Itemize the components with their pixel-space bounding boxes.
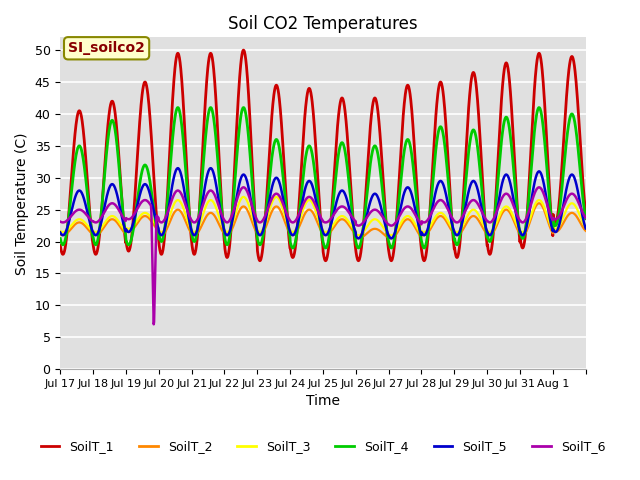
SoilT_3 (139, 211, 147, 216)
SoilT_3 (273, 194, 280, 200)
SoilT_3 (582, 224, 589, 230)
SoilT_3 (524, 221, 532, 227)
SoilT_1 (582, 209, 589, 215)
SoilT_4 (576, 161, 584, 167)
SoilT_2 (582, 228, 589, 234)
SoilT_4 (420, 245, 428, 251)
SoilT_6 (582, 215, 589, 220)
SoilT_2 (309, 210, 317, 216)
SoilT_2 (56, 231, 64, 237)
SoilT_4 (309, 155, 317, 161)
SoilT_1 (239, 47, 247, 53)
SoilT_2 (535, 200, 543, 206)
SoilT_2 (524, 225, 532, 231)
SoilT_2 (387, 236, 395, 241)
SoilT_2 (139, 214, 147, 220)
Title: Soil CO2 Temperatures: Soil CO2 Temperatures (228, 15, 418, 33)
SoilT_5 (387, 236, 395, 241)
SoilT_6 (524, 212, 532, 217)
SoilT_6 (150, 322, 157, 327)
SoilT_1 (524, 195, 532, 201)
SoilT_1 (420, 258, 428, 264)
Y-axis label: Soil Temperature (C): Soil Temperature (C) (15, 132, 29, 275)
SoilT_1 (300, 134, 307, 140)
SoilT_2 (447, 227, 454, 232)
SoilT_4 (582, 216, 589, 222)
Line: SoilT_4: SoilT_4 (60, 108, 586, 248)
Line: SoilT_3: SoilT_3 (60, 197, 586, 235)
Line: SoilT_5: SoilT_5 (60, 168, 586, 239)
SoilT_3 (387, 232, 395, 238)
SoilT_3 (309, 202, 317, 207)
SoilT_4 (524, 205, 532, 211)
SoilT_5 (56, 229, 64, 235)
SoilT_4 (299, 175, 307, 181)
SoilT_6 (447, 213, 454, 218)
SoilT_3 (447, 224, 455, 229)
SoilT_6 (56, 219, 64, 225)
SoilT_6 (300, 201, 307, 207)
SoilT_1 (309, 109, 317, 115)
Line: SoilT_1: SoilT_1 (60, 50, 586, 261)
SoilT_2 (576, 218, 584, 224)
SoilT_1 (56, 242, 64, 248)
SoilT_5 (300, 193, 307, 199)
SoilT_4 (447, 208, 454, 214)
SoilT_6 (535, 184, 543, 190)
SoilT_6 (139, 198, 147, 204)
SoilT_5 (139, 184, 147, 190)
Line: SoilT_2: SoilT_2 (60, 203, 586, 239)
SoilT_1 (447, 208, 455, 214)
SoilT_4 (56, 236, 64, 241)
SoilT_5 (207, 165, 214, 171)
SoilT_5 (576, 197, 584, 203)
SoilT_2 (299, 215, 307, 221)
Text: SI_soilco2: SI_soilco2 (68, 41, 145, 55)
SoilT_5 (524, 216, 532, 222)
SoilT_5 (582, 226, 589, 231)
SoilT_3 (56, 228, 64, 234)
SoilT_3 (300, 206, 307, 212)
SoilT_4 (535, 105, 543, 110)
SoilT_6 (576, 202, 584, 208)
SoilT_3 (576, 212, 584, 217)
Line: SoilT_6: SoilT_6 (60, 187, 586, 324)
Legend: SoilT_1, SoilT_2, SoilT_3, SoilT_4, SoilT_5, SoilT_6: SoilT_1, SoilT_2, SoilT_3, SoilT_4, Soil… (36, 435, 611, 458)
SoilT_4 (139, 167, 147, 173)
X-axis label: Time: Time (306, 395, 340, 408)
SoilT_6 (309, 198, 317, 204)
SoilT_5 (447, 217, 455, 223)
SoilT_1 (576, 127, 584, 133)
SoilT_1 (139, 89, 147, 95)
SoilT_5 (309, 186, 317, 192)
